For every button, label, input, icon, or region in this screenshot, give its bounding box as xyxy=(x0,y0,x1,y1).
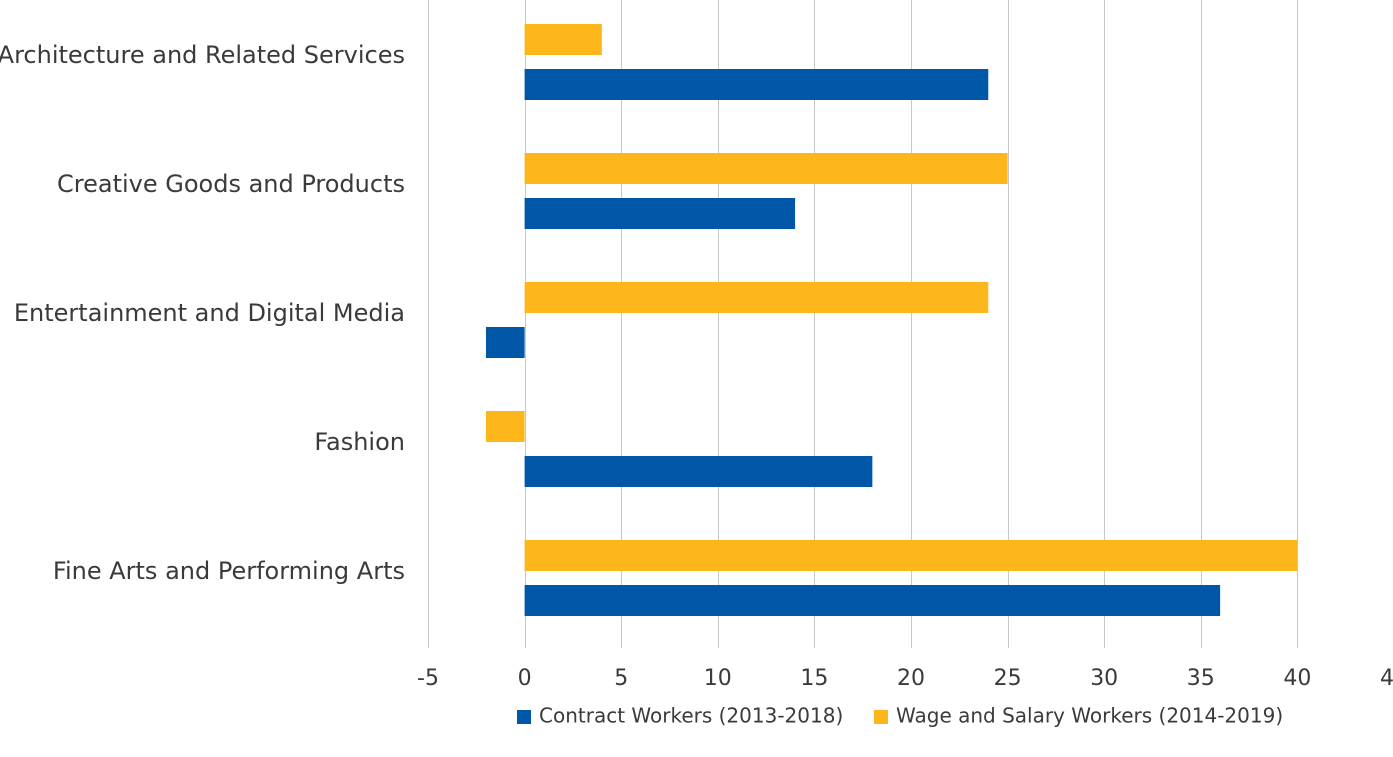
category-label: Fashion xyxy=(314,428,405,456)
category-label: Fine Arts and Performing Arts xyxy=(53,557,405,585)
x-tick-label: 10 xyxy=(704,666,732,691)
x-tick-label: 30 xyxy=(1090,666,1118,691)
bar-contract-4 xyxy=(524,585,1221,616)
x-tick-label: 45 xyxy=(1380,666,1393,691)
legend-swatch-1 xyxy=(874,710,888,724)
legend: Contract Workers (2013-2018) Wage and Sal… xyxy=(517,704,1283,728)
x-tick-label: 5 xyxy=(614,666,628,691)
bar-wage-1 xyxy=(524,153,1008,184)
x-tick-label: 15 xyxy=(800,666,828,691)
bar-wage-2 xyxy=(524,282,989,313)
category-label: Architecture and Related Services xyxy=(0,41,405,69)
bar-contract-3 xyxy=(524,456,873,487)
category-label: Entertainment and Digital Media xyxy=(14,299,405,327)
bar-contract-2 xyxy=(485,327,525,358)
legend-swatch-0 xyxy=(517,710,531,724)
bar-wage-3 xyxy=(485,411,525,442)
category-label: Creative Goods and Products xyxy=(57,170,405,198)
bar-contract-0 xyxy=(524,69,989,100)
legend-label-0: Contract Workers (2013-2018) xyxy=(539,704,843,728)
bars xyxy=(485,24,1298,616)
x-axis-tick-labels: -5 0 5 10 15 20 25 30 35 40 45 xyxy=(417,666,1393,691)
bar-wage-4 xyxy=(524,540,1298,571)
bar-contract-1 xyxy=(524,198,796,229)
x-tick-label: 25 xyxy=(994,666,1022,691)
x-tick-label: 40 xyxy=(1283,666,1311,691)
x-tick-label: 35 xyxy=(1187,666,1215,691)
x-tick-label: 20 xyxy=(897,666,925,691)
x-tick-label: -5 xyxy=(417,666,439,691)
gridlines xyxy=(428,0,1298,648)
legend-label-1: Wage and Salary Workers (2014-2019) xyxy=(896,704,1283,728)
bar-wage-0 xyxy=(524,24,602,55)
category-labels: Architecture and Related Services Creativ… xyxy=(0,41,405,585)
x-tick-label: 0 xyxy=(518,666,532,691)
